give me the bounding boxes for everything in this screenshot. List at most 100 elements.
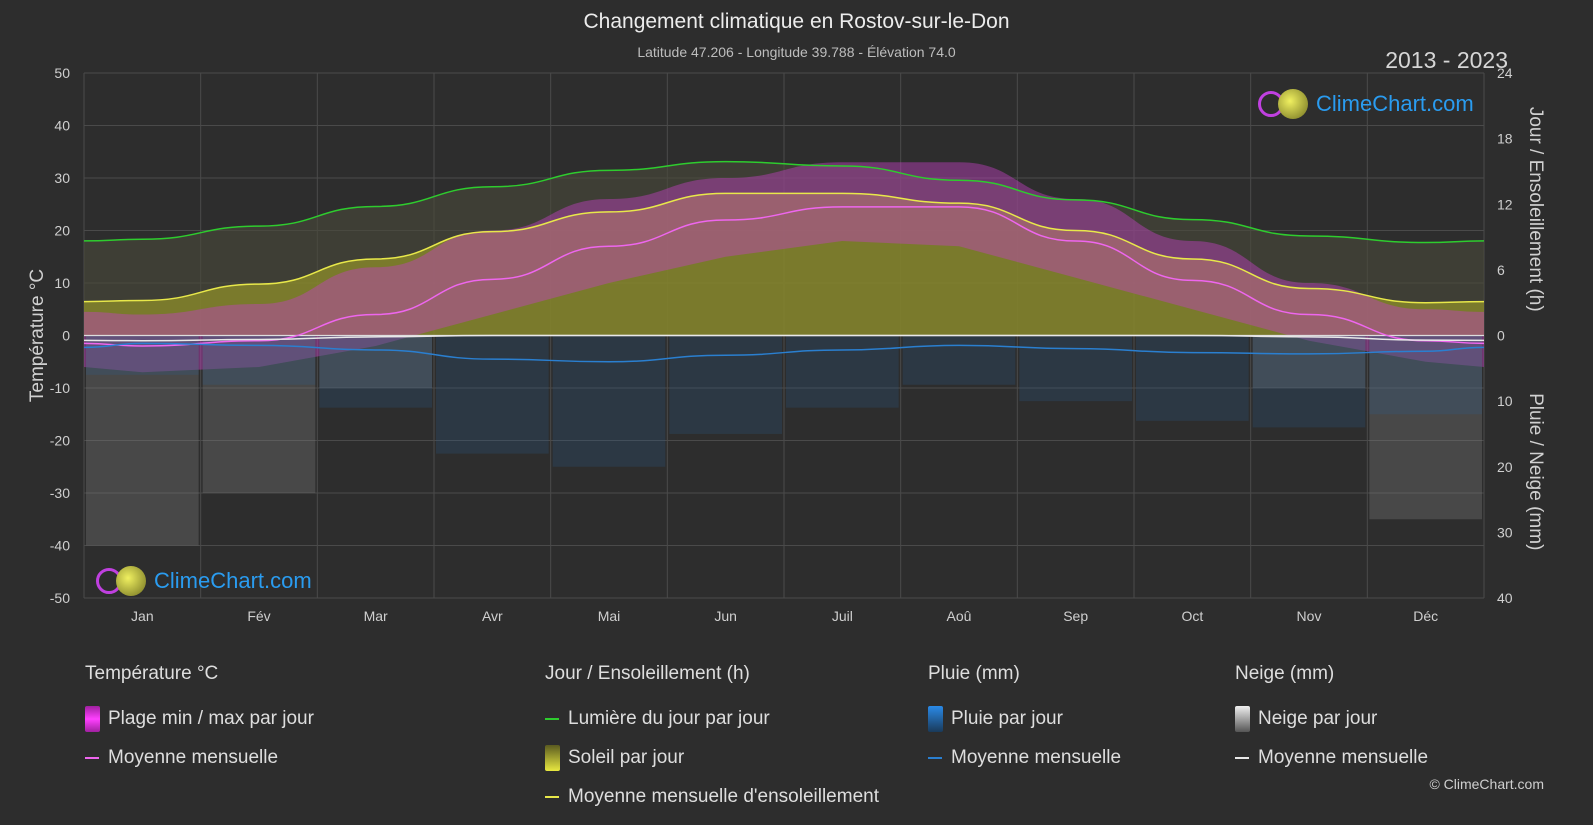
rain-daily-bar: [902, 335, 1016, 385]
sunshine-swatch: [545, 744, 560, 771]
temp-mean-swatch: [85, 756, 99, 759]
snow-daily-bar: [1369, 335, 1482, 520]
y-tick-label: -20: [50, 433, 70, 449]
logo-icon: [96, 565, 148, 597]
legend-item-temp-mean: Moyenne mensuelle: [85, 738, 314, 777]
rain-daily-bar: [86, 335, 199, 375]
y-axis-title: Température °C: [27, 269, 48, 402]
sunshine-mean-line: [83, 192, 1485, 304]
legend-item-sun-mean: Moyenne mensuelle d'ensoleillement: [545, 777, 879, 816]
rain-daily-bar: [319, 335, 432, 408]
x-tick-label: Déc: [1413, 608, 1438, 624]
sunshine-area: [84, 193, 1484, 336]
x-tick-label: Jan: [131, 608, 154, 624]
rain-daily-bar: [202, 335, 316, 385]
temperature-range-band: [84, 162, 1484, 373]
y2-tick-label: 12: [1497, 196, 1513, 212]
y-tick-label: 50: [54, 65, 70, 81]
daylight-line: [83, 160, 1485, 244]
y3-tick-label: 30: [1497, 524, 1513, 540]
logo-top[interactable]: ClimeChart.com: [1258, 88, 1474, 120]
copyright: © ClimeChart.com: [1429, 776, 1544, 792]
y-tick-label: -50: [50, 590, 70, 606]
rain-swatch: [928, 705, 943, 732]
snow-swatch: [1235, 705, 1250, 732]
legend-item-sunshine: Soleil par jour: [545, 738, 879, 777]
temp-range-swatch: [85, 705, 100, 732]
y-tick-label: 0: [62, 328, 70, 344]
y-tick-label: 20: [54, 223, 70, 239]
climate-chart: 50 40 30 20 10 0 -10 -20 -30 -40 -50 24 18 12 6 0 10 20 30…: [27, 65, 1546, 624]
y3-axis-title: Pluie / Neige (mm): [1525, 393, 1546, 550]
rain-mean-swatch: [928, 756, 942, 759]
snow-daily-bar: [1252, 335, 1366, 388]
y2-axis-title: Jour / Ensoleillement (h): [1525, 107, 1546, 312]
legend-rain: Pluie (mm) Pluie par jour Moyenne mensue…: [928, 663, 1121, 777]
chart-title: Changement climatique en Rostov-sur-le-D…: [583, 10, 1010, 33]
legend-label: Plage min / max par jour: [108, 707, 314, 729]
logo-text: ClimeChart.com: [154, 568, 312, 593]
snow-mean-line: [83, 334, 1485, 342]
rain-daily-bar: [1136, 335, 1249, 421]
y-tick-label: 30: [54, 170, 70, 186]
legend-label: Moyenne mensuelle d'ensoleillement: [568, 785, 879, 807]
x-tick-label: Nov: [1297, 608, 1322, 624]
rain-daily-bar: [1369, 335, 1482, 415]
legend-label: Neige par jour: [1258, 707, 1378, 729]
x-tick-label: Aoû: [947, 608, 972, 624]
y2-tick-label: 24: [1497, 65, 1513, 81]
y2-tick-label: 18: [1497, 131, 1513, 147]
y3-tick-label: 10: [1497, 393, 1513, 409]
x-tick-label: Mar: [364, 608, 388, 624]
legend-sunshine: Jour / Ensoleillement (h) Lumière du jou…: [545, 663, 879, 816]
legend-label: Pluie par jour: [951, 707, 1063, 729]
legend-item-snow-mean: Moyenne mensuelle: [1235, 738, 1428, 777]
x-tick-label: Avr: [482, 608, 503, 624]
x-tick-label: Oct: [1181, 608, 1203, 624]
y-tick-label: -40: [50, 538, 70, 554]
x-tick-label: Juil: [832, 608, 853, 624]
legend-label: Moyenne mensuelle: [1258, 746, 1429, 768]
x-tick-label: Mai: [598, 608, 621, 624]
x-tick-label: Jun: [714, 608, 737, 624]
rain-mean-line: [83, 342, 1485, 363]
y2-tick-label: 6: [1497, 262, 1505, 278]
legend-item-snow-daily: Neige par jour: [1235, 699, 1428, 738]
legend-label: Moyenne mensuelle: [951, 746, 1122, 768]
rain-daily-bar: [1019, 335, 1132, 402]
y2-tick-label: 0: [1497, 328, 1505, 344]
legend-item-rain-mean: Moyenne mensuelle: [928, 738, 1121, 777]
logo-bottom[interactable]: ClimeChart.com: [96, 565, 312, 597]
legend-sunshine-title: Jour / Ensoleillement (h): [545, 663, 750, 684]
legend-label: Lumière du jour par jour: [568, 707, 770, 729]
y-tick-label: 10: [54, 275, 70, 291]
snow-daily-bar: [202, 335, 316, 493]
legend-temperature-title: Température °C: [85, 663, 219, 684]
rain-daily-bar: [669, 335, 782, 434]
legend-snow: Neige (mm) Neige par jour Moyenne mensue…: [1235, 663, 1428, 777]
rain-daily-bar: [1252, 335, 1366, 428]
x-tick-label: Fév: [247, 608, 270, 624]
sun-mean-swatch: [545, 795, 559, 798]
legend-snow-title: Neige (mm): [1235, 663, 1335, 684]
rain-daily-bar: [786, 335, 899, 408]
y-tick-label: -30: [50, 485, 70, 501]
temperature-mean-line: [83, 206, 1485, 347]
logo-icon: [1258, 88, 1310, 120]
snow-daily-bar: [319, 335, 432, 388]
snow-mean-swatch: [1235, 756, 1249, 759]
legend-label: Soleil par jour: [568, 746, 685, 768]
legend-item-rain-daily: Pluie par jour: [928, 699, 1121, 738]
legend-rain-title: Pluie (mm): [928, 663, 1020, 684]
rain-daily-bar: [552, 335, 666, 467]
legend-label: Moyenne mensuelle: [108, 746, 279, 768]
logo-text: ClimeChart.com: [1316, 91, 1474, 116]
rain-daily-bar: [436, 335, 549, 454]
legend-item-temp-range: Plage min / max par jour: [85, 699, 314, 738]
x-tick-label: Sep: [1063, 608, 1088, 624]
daylight-swatch: [545, 717, 559, 720]
y3-tick-label: 20: [1497, 459, 1513, 475]
y-tick-label: -10: [50, 380, 70, 396]
legend-item-daylight: Lumière du jour par jour: [545, 699, 879, 738]
y-tick-label: 40: [54, 118, 70, 134]
